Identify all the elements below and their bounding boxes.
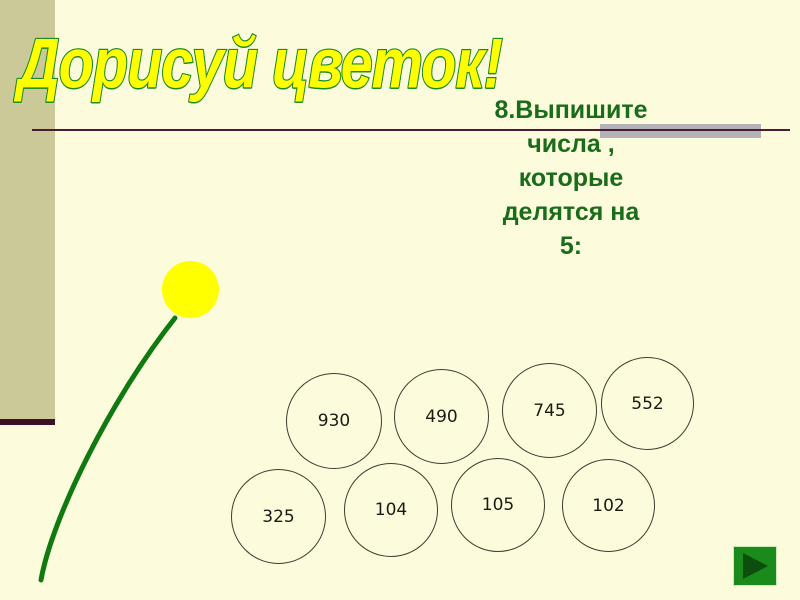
number-circle[interactable]: 552: [601, 357, 694, 450]
flower-center-circle: [162, 261, 219, 318]
next-slide-button[interactable]: [733, 546, 777, 586]
question-line: делятся на: [502, 198, 640, 226]
flower-stem: [38, 315, 178, 583]
question-heading: 8.Выпишите числа , которые делятся на 5:: [440, 93, 702, 263]
question-line: 5:: [559, 232, 583, 260]
number-circle[interactable]: 104: [344, 463, 438, 557]
title-rule: [32, 129, 790, 131]
number-circle-label: 490: [425, 406, 458, 427]
play-triangle-icon: [743, 553, 768, 579]
page-title: Дорисуй цветок!: [17, 23, 504, 104]
number-circle-label: 105: [481, 495, 515, 515]
number-circle-label: 325: [262, 506, 295, 527]
number-circle[interactable]: 102: [562, 459, 655, 552]
title-rule-accent: [600, 124, 761, 138]
number-circle-label: 102: [592, 495, 625, 516]
number-circle-label: 552: [631, 393, 664, 414]
decorative-sidebar-band-foot: [0, 419, 55, 425]
number-circle-label: 104: [374, 500, 408, 520]
question-line: которые: [518, 164, 624, 192]
question-line: числа ,: [527, 130, 615, 158]
number-circle[interactable]: 745: [502, 363, 597, 458]
number-circle[interactable]: 930: [286, 373, 382, 469]
number-circle-label: 930: [317, 411, 351, 431]
number-circle-label: 745: [533, 400, 566, 421]
decorative-sidebar-band: [0, 0, 55, 419]
number-circle[interactable]: 490: [394, 369, 489, 464]
number-circle[interactable]: 105: [451, 458, 545, 552]
question-line: 8.Выпишите: [494, 96, 648, 124]
number-circle[interactable]: 325: [231, 469, 326, 564]
